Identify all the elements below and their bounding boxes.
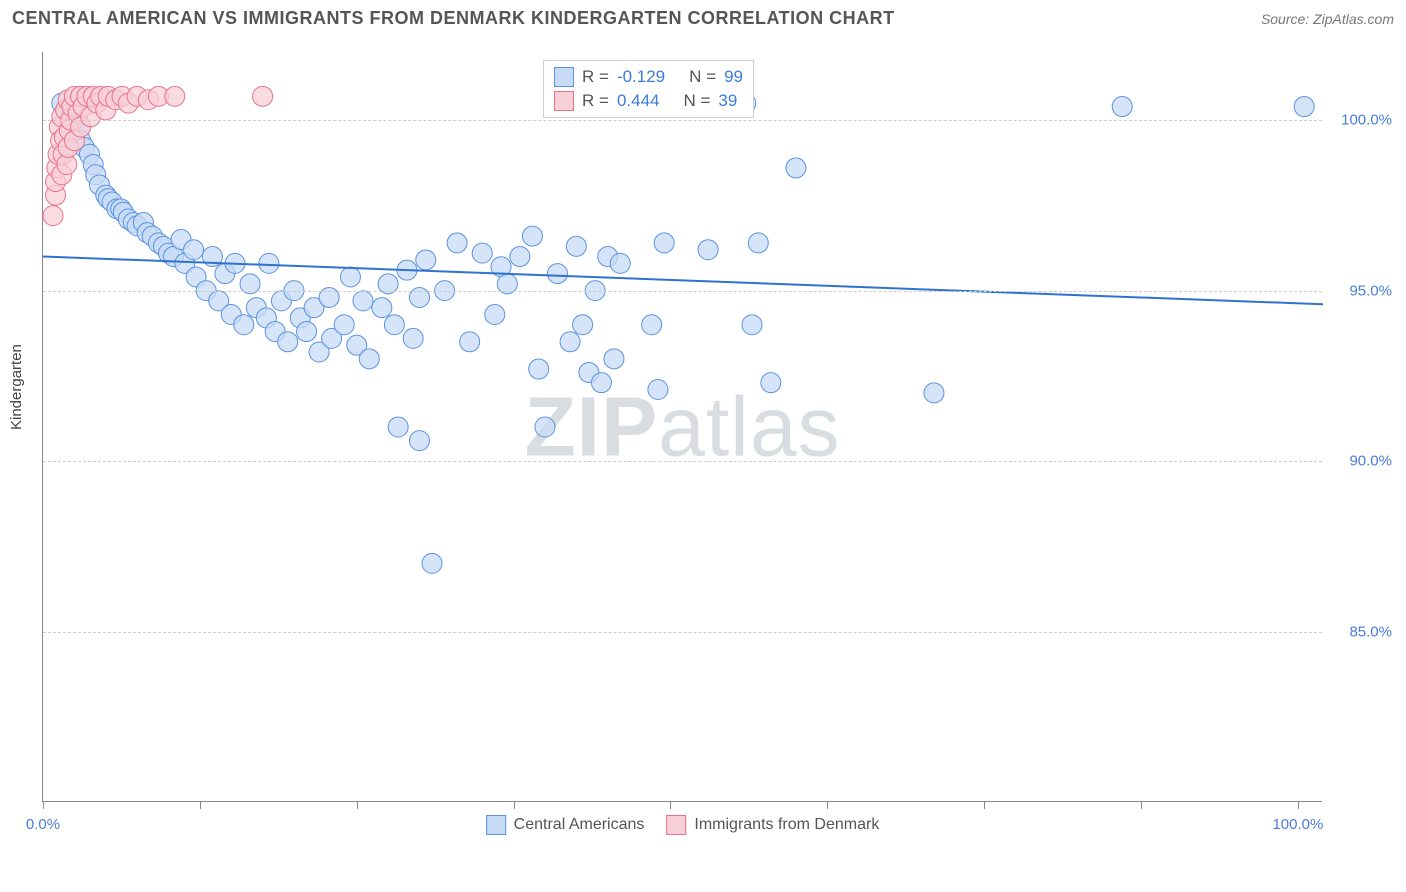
data-point (510, 247, 530, 267)
data-point (535, 417, 555, 437)
data-point (472, 243, 492, 263)
legend-swatch (486, 815, 506, 835)
stats-box: R =-0.129N =99R =0.444N =39 (543, 60, 754, 118)
data-point (278, 332, 298, 352)
x-tick (43, 801, 44, 809)
data-point (924, 383, 944, 403)
data-point (761, 373, 781, 393)
data-point (259, 253, 279, 273)
legend-label: Central Americans (514, 816, 645, 834)
data-point (297, 322, 317, 342)
y-tick-label: 90.0% (1332, 453, 1392, 470)
data-point (748, 233, 768, 253)
x-tick (357, 801, 358, 809)
data-point (253, 86, 273, 106)
data-point (334, 315, 354, 335)
data-point (522, 226, 542, 246)
x-tick-label: 100.0% (1272, 816, 1323, 833)
data-point (1112, 97, 1132, 117)
gridline (43, 291, 1322, 292)
data-point (384, 315, 404, 335)
data-point (409, 431, 429, 451)
x-tick-label: 0.0% (26, 816, 60, 833)
gridline (43, 632, 1322, 633)
n-label: N = (683, 89, 710, 113)
y-tick-label: 95.0% (1332, 282, 1392, 299)
data-point (604, 349, 624, 369)
data-point (573, 315, 593, 335)
x-tick (200, 801, 201, 809)
x-tick (984, 801, 985, 809)
data-point (529, 359, 549, 379)
r-value: 0.444 (617, 89, 660, 113)
data-point (388, 417, 408, 437)
data-point (560, 332, 580, 352)
series-swatch (554, 91, 574, 111)
data-point (610, 253, 630, 273)
x-tick (670, 801, 671, 809)
n-label: N = (689, 65, 716, 89)
data-point (403, 328, 423, 348)
data-point (460, 332, 480, 352)
trend-line (43, 257, 1323, 305)
data-point (184, 240, 204, 260)
data-point (548, 264, 568, 284)
r-label: R = (582, 89, 609, 113)
n-value: 39 (718, 89, 737, 113)
data-point (447, 233, 467, 253)
r-label: R = (582, 65, 609, 89)
stats-row: R = 0.444 N = 39 (554, 89, 743, 113)
data-point (372, 298, 392, 318)
data-point (654, 233, 674, 253)
x-tick (1298, 801, 1299, 809)
series-swatch (554, 67, 574, 87)
scatter-chart: ZIPatlas R =-0.129N =99R =0.444N =39 Cen… (42, 52, 1322, 802)
data-point (1294, 97, 1314, 117)
data-point (591, 373, 611, 393)
r-value: -0.129 (617, 65, 665, 89)
x-tick (514, 801, 515, 809)
legend-item: Central Americans (486, 815, 645, 835)
legend-item: Immigrants from Denmark (666, 815, 879, 835)
data-point (485, 305, 505, 325)
data-point (340, 267, 360, 287)
plot-svg (43, 52, 1322, 801)
header: CENTRAL AMERICAN VS IMMIGRANTS FROM DENM… (0, 0, 1406, 33)
data-point (165, 86, 185, 106)
data-point (234, 315, 254, 335)
y-axis-label: Kindergarten (8, 344, 25, 430)
x-tick (827, 801, 828, 809)
data-point (43, 206, 63, 226)
n-value: 99 (724, 65, 743, 89)
data-point (642, 315, 662, 335)
data-point (742, 315, 762, 335)
data-point (786, 158, 806, 178)
legend-swatch (666, 815, 686, 835)
gridline (43, 461, 1322, 462)
data-point (416, 250, 436, 270)
y-tick-label: 100.0% (1332, 112, 1392, 129)
source-attribution: Source: ZipAtlas.com (1261, 11, 1394, 27)
y-tick-label: 85.0% (1332, 623, 1392, 640)
data-point (353, 291, 373, 311)
gridline (43, 120, 1322, 121)
chart-title: CENTRAL AMERICAN VS IMMIGRANTS FROM DENM… (12, 8, 895, 29)
x-tick (1141, 801, 1142, 809)
data-point (566, 236, 586, 256)
data-point (422, 553, 442, 573)
legend: Central Americans Immigrants from Denmark (486, 815, 880, 835)
stats-row: R = -0.129 N = 99 (554, 65, 743, 89)
data-point (698, 240, 718, 260)
data-point (359, 349, 379, 369)
data-point (648, 380, 668, 400)
legend-label: Immigrants from Denmark (694, 816, 879, 834)
